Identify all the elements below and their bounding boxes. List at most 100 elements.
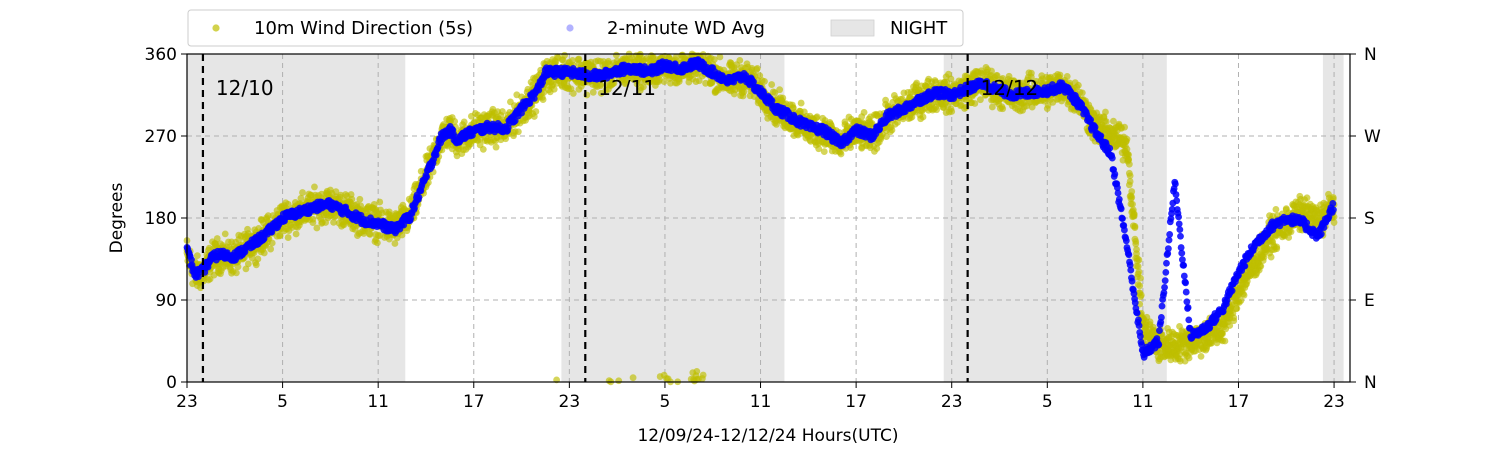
wind-direction-point [1136,282,1144,290]
wd-avg-point [423,173,431,181]
wd-avg-series [183,56,1337,361]
wind-direction-point [988,67,995,75]
wind-direction-point [479,145,487,153]
wd-avg-point [511,117,519,125]
wind-direction-point [1230,314,1238,322]
wind-direction-point [514,128,522,136]
wind-direction-point [276,232,284,239]
wind-direction-point [451,118,459,125]
wind-direction-point [1128,188,1136,195]
wind-direction-point [292,230,300,238]
wind-direction-point [1137,274,1144,282]
wind-direction-point [193,252,201,260]
wind-direction-point [1123,145,1131,153]
wind-direction-point [820,148,828,155]
wind-direction-point [756,72,764,80]
wind-direction-point [1129,200,1136,208]
wind-direction-point [532,108,540,115]
wind-direction-point [667,79,674,87]
wind-direction-point [1125,160,1133,168]
wind-direction-point [309,215,317,223]
wind-direction-point [710,56,718,63]
wind-direction-point [232,269,240,277]
wind-direction-point [1185,354,1193,362]
wind-direction-point [873,145,881,152]
wind-direction-point [1134,263,1142,270]
wind-direction-point [610,79,618,87]
wind-direction-point [1074,81,1082,89]
wind-direction-point [716,53,724,61]
wind-direction-point [976,96,984,104]
wind-direction-point [569,90,577,97]
wind-direction-point [1121,123,1128,131]
wind-direction-point [813,113,821,121]
wind-direction-point [460,118,468,126]
wind-direction-point [888,126,896,134]
wind-direction-point [1176,357,1184,365]
wind-direction-point [575,55,583,63]
wind-direction-point [908,113,916,121]
wind-direction-point [1027,69,1035,77]
wind-direction-point [1260,253,1268,261]
wind-direction-point [860,109,868,116]
wind-direction-point [561,51,568,59]
wind-direction-point [1132,240,1140,248]
wind-direction-point [492,143,500,151]
wind-direction-point [736,56,744,64]
wind-direction-point [1219,330,1226,338]
wind-direction-point [1110,117,1117,125]
wind-direction-point [1226,322,1234,329]
wind-direction-point [213,235,221,242]
wind-direction-point [660,78,668,85]
wind-direction-point [1102,118,1110,125]
wind-direction-point [348,195,356,203]
wind-direction-point [1056,71,1064,79]
wind-direction-point [244,260,252,268]
wind-direction-point [221,230,229,238]
wind-direction-point [1257,262,1265,270]
wind-direction-point [971,100,979,107]
wind-direction-point [597,82,604,90]
wind-direction-point [268,239,276,247]
wind-direction-point [260,249,268,257]
wind-direction-point [1137,291,1145,299]
wind-direction-point [499,108,506,115]
wind-direction-point [1207,339,1215,347]
wind-direction-point [612,51,620,59]
wind-direction-point [933,106,940,114]
wind-direction-point [779,94,787,102]
wind-direction-point [589,88,597,96]
wind-direction-point [1133,246,1140,253]
wind-direction-point [1126,172,1134,180]
wind-direction-point [797,99,805,107]
wind-direction-point [550,85,558,93]
wind-direction-point [330,218,337,226]
wind-direction-point [988,103,996,111]
wd-avg-point [188,256,195,264]
wind-direction-point [1078,89,1086,97]
wind-direction-point [356,195,364,203]
wind-direction-point [254,255,262,263]
wind-direction-point [1130,211,1138,219]
wind-direction-point [284,234,292,241]
wind-direction-point [284,200,292,208]
wind-direction-point [1128,194,1136,201]
wind-direction-point [947,75,955,83]
wind-direction-point [332,188,340,196]
wind-direction-point [1126,178,1134,185]
wind-direction-point [629,374,637,382]
wind-direction-point [1135,256,1143,264]
wind-direction-point [1102,108,1109,116]
wind-direction-point [366,230,374,238]
wind-direction-point [1287,228,1295,236]
wind-direction-point [1131,224,1139,231]
wind-direction-point [1330,219,1338,226]
wind-direction-point [252,261,260,269]
wind-direction-point [672,53,680,61]
wind-direction-point [615,377,623,385]
wind-direction-point [1146,318,1154,326]
wind-direction-point [242,265,250,273]
wind-direction-point [391,240,399,247]
wind-direction-point [1267,253,1275,261]
